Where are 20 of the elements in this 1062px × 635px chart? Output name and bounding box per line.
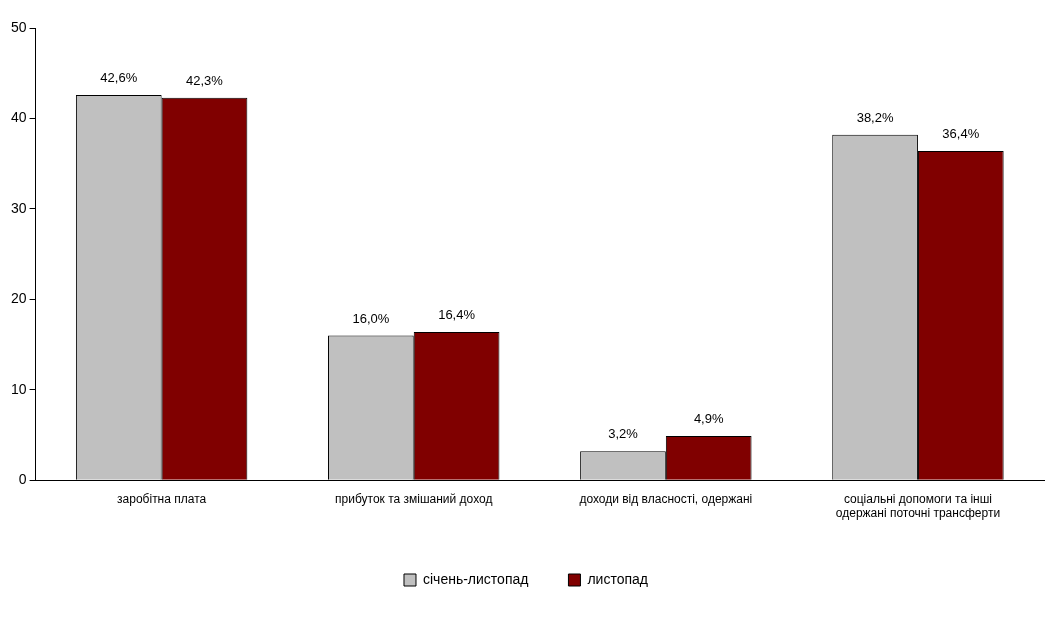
x-tick-label: прибуток та змішаний доход (335, 491, 493, 506)
y-tick-label: 0 (18, 471, 27, 488)
data-label: 36,4% (942, 126, 980, 142)
data-label: 16,4% (438, 306, 476, 322)
y-tick-label: 30 (10, 199, 27, 216)
x-tick-label: соціальні допомоги та інші одержані поточні трансферти (835, 491, 1001, 521)
y-tick-label: 40 (10, 109, 27, 126)
data-label: 38,2% (856, 109, 894, 125)
data-label: 3,2% (608, 426, 639, 442)
y-tick-label: 20 (10, 290, 27, 307)
legend-label: січень-листопад (422, 570, 529, 587)
y-tick-label: 10 (10, 380, 27, 397)
data-label: 42,6% (100, 70, 138, 85)
x-tick-label: заробітна плата (117, 491, 207, 506)
data-label: 4,9% (693, 410, 724, 426)
data-label: 42,3% (186, 72, 224, 88)
y-tick-label: 50 (10, 18, 27, 35)
legend-label: листопад (587, 570, 649, 587)
x-tick-label: доходи від власності, одержані (579, 491, 753, 506)
data-label: 16,0% (352, 310, 390, 326)
